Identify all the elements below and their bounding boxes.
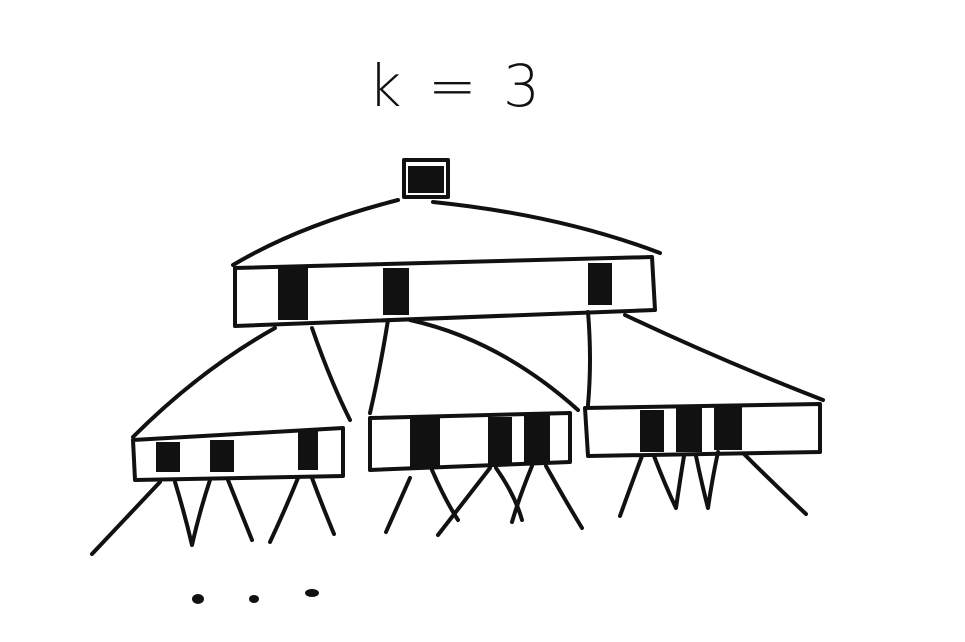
ellipsis bbox=[192, 589, 319, 604]
leaf-edge bbox=[544, 464, 584, 530]
level2-right-node-box bbox=[583, 402, 822, 458]
level1-key-1 bbox=[278, 268, 308, 320]
level2-right-key-2 bbox=[676, 408, 702, 452]
title-k-equals-3: k = 3 bbox=[368, 52, 544, 120]
level2-right-key-3 bbox=[714, 406, 742, 450]
leaf-edge bbox=[226, 478, 254, 542]
leaf-edge bbox=[652, 454, 686, 510]
edge-to-middle-child bbox=[368, 318, 580, 415]
level2-middle-key-3 bbox=[524, 414, 550, 462]
level2-middle-node-box bbox=[368, 411, 572, 472]
root-node-box bbox=[402, 158, 450, 199]
edge-to-right-child bbox=[586, 310, 825, 407]
leaf-edge bbox=[310, 476, 336, 536]
level2-right-node bbox=[583, 402, 822, 458]
level1-node bbox=[233, 255, 657, 328]
leaf-edge bbox=[694, 450, 720, 510]
ellipsis-dot bbox=[249, 595, 259, 603]
ellipsis-dot bbox=[305, 589, 319, 597]
leaf-edge bbox=[742, 452, 808, 516]
level1-to-level2-edges bbox=[131, 310, 825, 439]
leaf-edge bbox=[173, 478, 212, 547]
level2-left-node-box bbox=[131, 426, 345, 482]
level1-node-box bbox=[233, 255, 657, 328]
level2-middle-key-1 bbox=[410, 417, 440, 467]
leaf-edges bbox=[90, 450, 808, 556]
level1-key-2 bbox=[383, 268, 409, 315]
level2-left-key-1 bbox=[156, 442, 180, 472]
leaf-edge bbox=[90, 480, 162, 556]
root-to-level1-arc bbox=[231, 198, 662, 267]
leaf-edge bbox=[618, 454, 644, 518]
leaf-edge bbox=[494, 466, 524, 522]
leaf-edge bbox=[430, 466, 492, 537]
level2-middle-node bbox=[368, 411, 572, 472]
leaf-edge bbox=[268, 476, 300, 544]
level2-left-key-3 bbox=[298, 430, 318, 470]
level2-middle-key-2 bbox=[488, 417, 512, 464]
level1-key-3 bbox=[588, 263, 612, 305]
edge-to-left-child bbox=[131, 326, 352, 439]
leaf-edge bbox=[384, 476, 412, 534]
ellipsis-dot bbox=[192, 594, 204, 604]
leaf-edge bbox=[510, 464, 534, 524]
root-key-shading bbox=[408, 166, 444, 193]
level2-left-key-2 bbox=[210, 440, 234, 472]
level2-left-node bbox=[131, 426, 345, 482]
level2-right-key-1 bbox=[640, 410, 664, 452]
root-node bbox=[402, 158, 450, 199]
